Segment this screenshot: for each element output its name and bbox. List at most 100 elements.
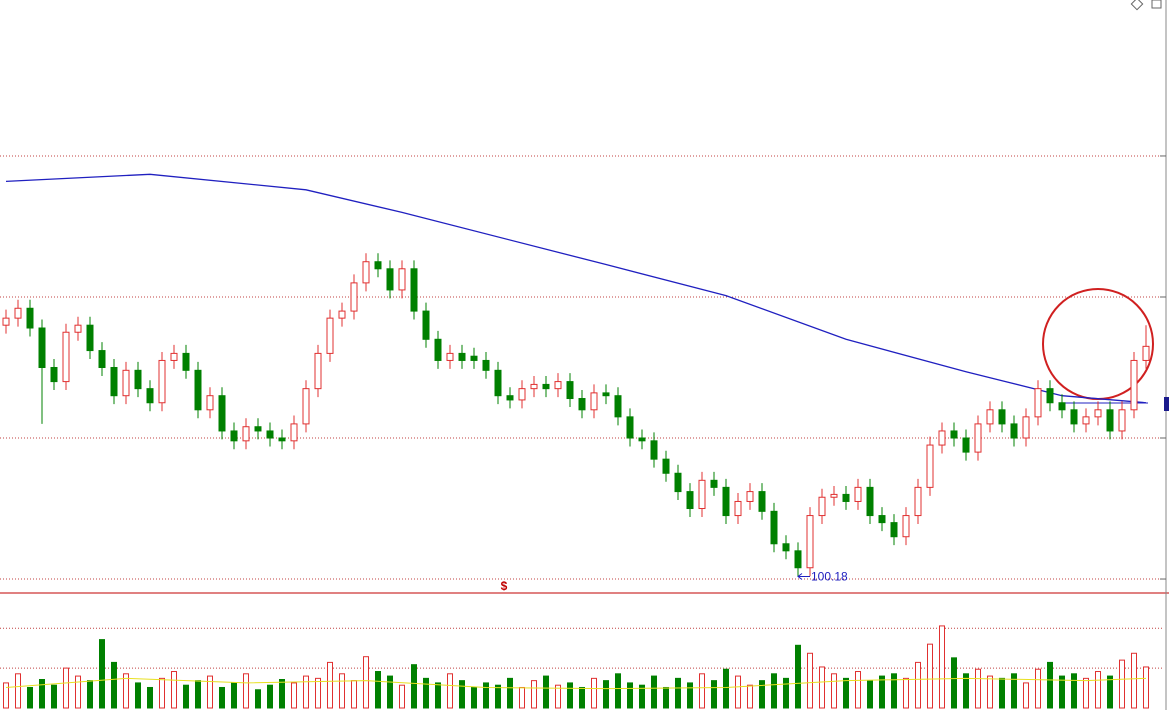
candle-body (722, 486, 730, 517)
volume-bar (1131, 652, 1137, 709)
candle-body (842, 493, 850, 502)
volume-bar (1047, 661, 1053, 709)
candle-body (362, 261, 370, 284)
volume-bar (1035, 668, 1041, 709)
volume-bar (255, 689, 261, 709)
volume-bar (903, 677, 909, 709)
candle-body (266, 430, 274, 439)
volume-bar (579, 686, 585, 709)
candle-body (890, 522, 898, 538)
candle-body (914, 486, 922, 517)
icon[interactable] (1130, 0, 1144, 11)
volume-bar (723, 668, 729, 709)
candle-body (470, 355, 478, 361)
candle-body (26, 307, 34, 329)
volume-bar (183, 684, 189, 709)
volume-bar (855, 671, 861, 709)
candle-body (770, 510, 778, 545)
candle-body (314, 352, 322, 390)
candle-body (818, 496, 826, 517)
volume-bar (687, 682, 693, 709)
candle-body (902, 515, 910, 538)
volume-bar (1083, 677, 1089, 709)
candle-body (290, 423, 298, 442)
candle-body (686, 491, 694, 510)
volume-bar (291, 682, 297, 709)
candle-body (1130, 359, 1138, 411)
candle-body (566, 381, 574, 400)
candle-body (1070, 409, 1078, 425)
volume-bar (471, 686, 477, 709)
volume-bar (795, 644, 801, 709)
volume-average (5, 677, 1147, 690)
volume-bar (843, 677, 849, 709)
volume-bar (639, 684, 645, 709)
candle-body (806, 515, 814, 569)
volume-bar (483, 682, 489, 709)
candle-body (338, 310, 346, 319)
candle-body (98, 350, 106, 368)
volume-bar (615, 673, 621, 709)
candle-body (1010, 423, 1018, 439)
volume-bar (807, 652, 813, 709)
volume-bar (423, 677, 429, 709)
volume-bar (159, 677, 165, 709)
volume-bar (363, 656, 369, 709)
candle-body (866, 486, 874, 517)
low-arrow-head (797, 573, 803, 580)
candle-body (350, 282, 358, 312)
candle-body (1142, 345, 1150, 361)
volume-bar (555, 684, 561, 709)
candle-body (206, 395, 214, 411)
volume-bar (915, 661, 921, 709)
volume-bar (783, 677, 789, 709)
volume-bar (963, 673, 969, 709)
volume-bar (279, 679, 285, 709)
volume-bar (315, 677, 321, 709)
candle-body (1106, 409, 1114, 432)
volume-bar (1107, 675, 1113, 709)
volume-bar (891, 673, 897, 709)
volume-bar (747, 684, 753, 709)
volume-bar (387, 675, 393, 709)
volume-bar (351, 680, 357, 709)
candle-body (578, 398, 586, 411)
volume-bar (39, 679, 45, 709)
candle-body (134, 369, 142, 390)
icon[interactable] (1151, 0, 1162, 9)
candle-body (1022, 416, 1030, 439)
volume-bar (543, 675, 549, 709)
volume-bar (267, 684, 273, 709)
candle-body (518, 388, 526, 401)
candle-body (14, 307, 22, 319)
candle-body (698, 479, 706, 510)
volume-bar (51, 684, 57, 709)
volume-bar (411, 664, 417, 709)
volume-bar (831, 673, 837, 709)
candle-body (62, 331, 70, 383)
candle-body (158, 359, 166, 404)
candle-body (758, 491, 766, 512)
candle-body (506, 395, 514, 401)
candle-body (734, 500, 742, 517)
volume-bar (375, 671, 381, 709)
volume-bar (123, 673, 129, 709)
candle-body (794, 550, 802, 569)
marker: $ (501, 579, 508, 593)
candle-body (494, 369, 502, 397)
volume-bar (1011, 673, 1017, 709)
candle-body (1034, 388, 1042, 418)
volume-bar (507, 677, 513, 709)
candle-body (626, 416, 634, 439)
volume-bar (15, 673, 21, 709)
volume-bar (63, 667, 69, 709)
candle-body (446, 352, 454, 361)
volume-bar (711, 680, 717, 709)
candle-body (1118, 409, 1126, 432)
candle-body (86, 324, 94, 352)
volume-bar (327, 661, 333, 709)
price-marker (1164, 397, 1169, 411)
volume-bar (603, 680, 609, 709)
